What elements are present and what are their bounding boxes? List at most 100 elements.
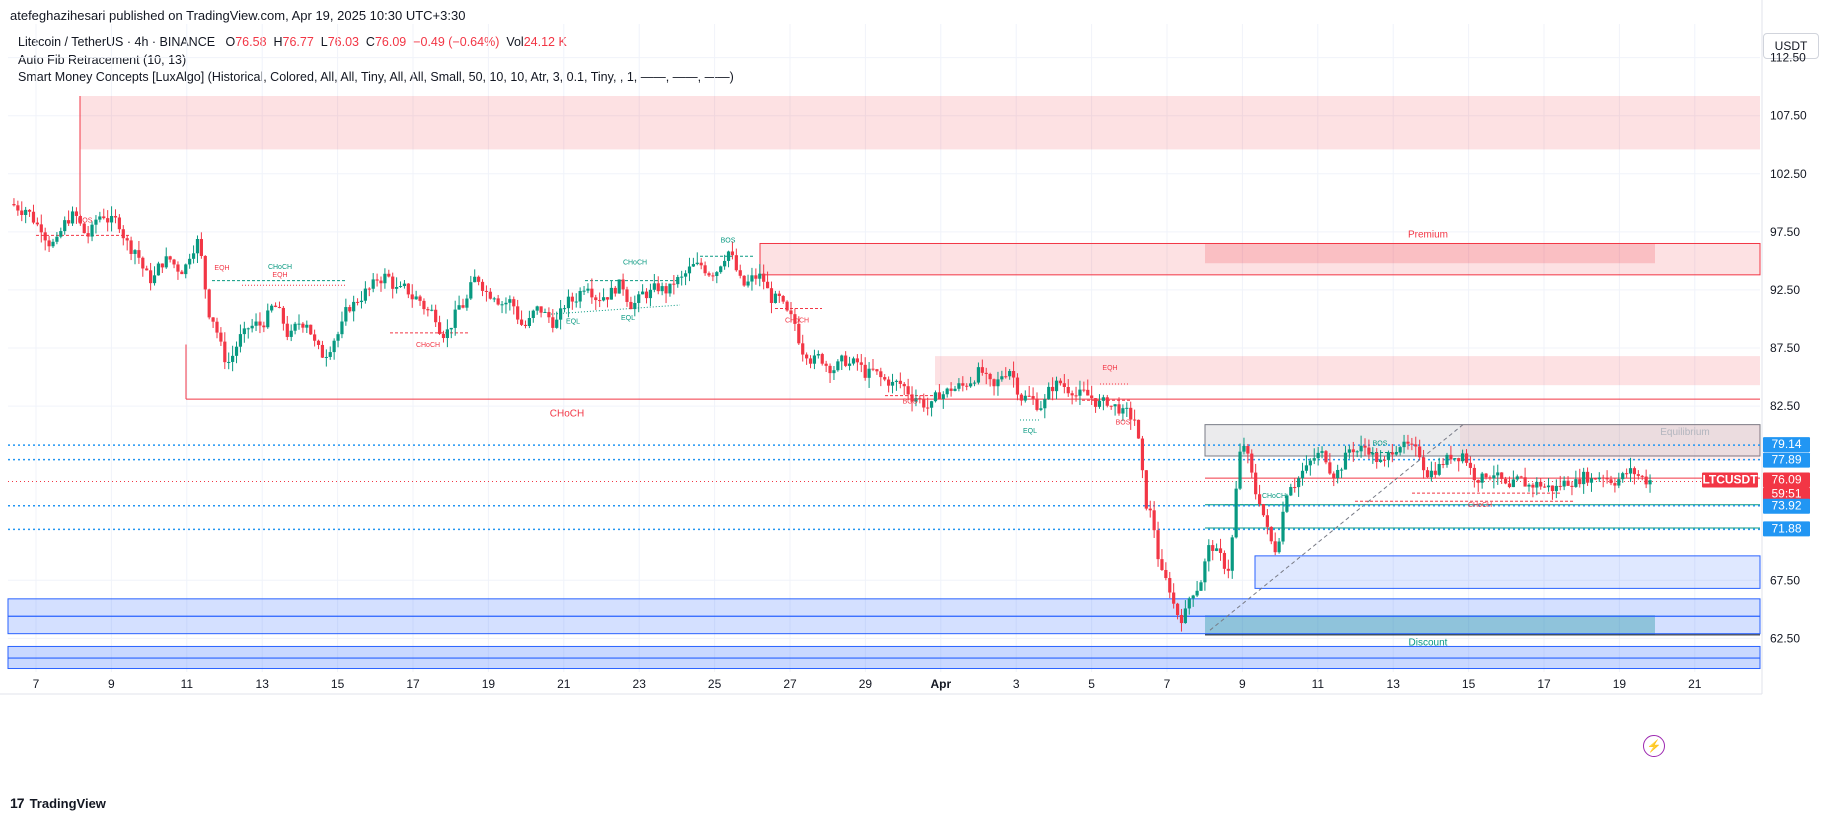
- candle-body: [1097, 400, 1102, 407]
- candle-body: [145, 268, 149, 271]
- candle-body: [805, 354, 809, 359]
- candle-body: [641, 291, 645, 295]
- candle-body: [519, 319, 524, 325]
- candle-body: [348, 307, 352, 312]
- indicator-smc[interactable]: Smart Money Concepts [LuxAlgo] (Historic…: [18, 70, 734, 84]
- candle-body: [1609, 479, 1613, 484]
- candle-body: [78, 215, 82, 224]
- smc-label-eqh: EQH: [1102, 365, 1117, 372]
- candle-body: [1297, 478, 1301, 488]
- candle-body: [395, 286, 399, 289]
- candle-body: [176, 264, 180, 272]
- candle-body: [972, 382, 977, 384]
- candle-body: [808, 358, 813, 364]
- candle-body: [250, 325, 254, 329]
- candle-body: [418, 296, 422, 301]
- candle-body: [465, 298, 469, 308]
- candle-body: [1238, 451, 1242, 489]
- candle-body: [441, 333, 446, 339]
- candle-body: [1312, 458, 1316, 461]
- candle-body: [637, 294, 641, 303]
- candle-body: [477, 276, 481, 282]
- candle-body: [1093, 398, 1098, 407]
- candle-body: [1390, 452, 1394, 455]
- candle-body: [1648, 480, 1652, 485]
- candle-body: [922, 398, 926, 408]
- candle-body: [1047, 386, 1051, 400]
- candle-body: [855, 358, 859, 363]
- candle-body: [1051, 386, 1055, 392]
- candle-body: [1355, 451, 1359, 453]
- candle-body: [367, 288, 371, 290]
- candle-body: [914, 398, 918, 402]
- candle-body: [1195, 590, 1199, 596]
- currency-button[interactable]: USDT: [1763, 33, 1819, 59]
- x-tick-label: 17: [1537, 677, 1551, 691]
- candle-body: [1398, 447, 1402, 453]
- candle-body: [1617, 479, 1621, 486]
- candle-body: [539, 306, 543, 313]
- candle-body: [31, 211, 36, 223]
- candle-body: [898, 380, 902, 384]
- candle-body: [754, 275, 758, 279]
- candle-body: [953, 388, 957, 391]
- candle-body: [1117, 404, 1121, 414]
- candle-body: [773, 293, 777, 303]
- candle-body: [359, 300, 364, 303]
- candle-body: [1054, 380, 1059, 392]
- candle-body: [1375, 452, 1379, 462]
- candle-body: [313, 334, 317, 341]
- high-label: H: [273, 35, 283, 49]
- candle-body: [1086, 389, 1090, 396]
- bar-countdown-label-bg: [1763, 487, 1810, 502]
- candle-body: [1164, 569, 1168, 579]
- candle-body: [453, 309, 457, 328]
- candle-body: [24, 209, 28, 215]
- candle-body: [94, 219, 98, 225]
- candle-body: [1230, 537, 1234, 571]
- candle-body: [55, 236, 59, 242]
- candle-body: [1570, 485, 1574, 487]
- candle-body: [832, 370, 836, 374]
- candle-body: [1175, 603, 1180, 616]
- candle-body: [82, 223, 86, 234]
- candle-body: [430, 309, 434, 311]
- candle-body: [1008, 370, 1012, 377]
- candle-body: [496, 298, 500, 305]
- price-label-fib: 73.92: [1771, 499, 1801, 513]
- candle-body: [1203, 561, 1207, 583]
- candle-body: [1476, 480, 1480, 483]
- candle-body: [590, 288, 594, 298]
- indicator-fib[interactable]: Auto Fib Retracement (10, 13): [18, 52, 187, 67]
- candle-body: [1589, 478, 1594, 483]
- price-label-fib-bg: [1763, 437, 1810, 453]
- candle-body: [223, 341, 227, 363]
- candle-body: [133, 250, 137, 254]
- candle-body: [976, 367, 981, 383]
- candle-body: [769, 288, 774, 303]
- candle-body: [1437, 464, 1441, 475]
- candle-body: [141, 257, 145, 269]
- candle-body: [781, 295, 785, 302]
- candle-body: [723, 260, 727, 267]
- candle-body: [586, 288, 590, 291]
- candle-body: [1507, 483, 1512, 488]
- candle-body: [1445, 454, 1449, 465]
- candle-body: [734, 255, 738, 271]
- candle-body: [625, 289, 629, 302]
- candle-body: [152, 275, 157, 284]
- smc-label-discount: Discount: [1409, 637, 1448, 648]
- candle-body: [355, 301, 360, 303]
- candle-body: [738, 270, 742, 276]
- symbol-title[interactable]: Litecoin / TetherUS · 4h · BINANCE: [18, 35, 216, 49]
- smc-label-choch: CHoCH: [550, 409, 584, 420]
- candle-body: [836, 361, 840, 371]
- candle-body: [531, 310, 535, 319]
- candle-body: [195, 238, 200, 254]
- candle-body: [1519, 476, 1523, 478]
- candle-body: [1289, 487, 1293, 496]
- x-tick-label: 3: [1013, 677, 1020, 691]
- candle-body: [1351, 449, 1355, 453]
- lightning-icon[interactable]: ⚡: [1643, 735, 1665, 757]
